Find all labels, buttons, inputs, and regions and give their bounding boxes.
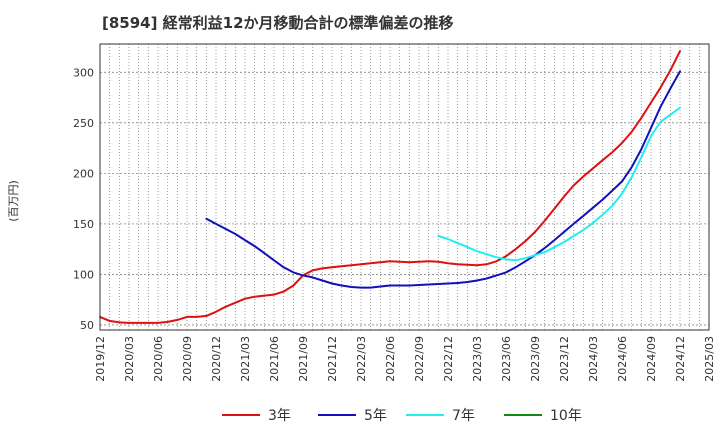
legend-item-5y: 5年 <box>318 402 387 428</box>
y-tick-label: 50 <box>80 319 94 332</box>
series-line-2 <box>437 106 681 262</box>
plot-area <box>100 44 709 330</box>
y-tick-label: 200 <box>73 167 94 180</box>
x-tick-label: 2021/12 <box>326 336 339 382</box>
x-tick-label: 2023/12 <box>558 336 571 382</box>
grid <box>99 44 710 330</box>
x-tick-label: 2024/09 <box>645 336 658 382</box>
y-tick-label: 250 <box>73 117 94 130</box>
x-tick-label: 2024/12 <box>674 336 687 382</box>
series-line-0 <box>99 50 681 324</box>
y-axis-ticks: 50 100 150 200 250 300 <box>73 66 94 332</box>
legend-label-7y: 7年 <box>452 408 475 424</box>
legend-swatch-3y <box>222 414 260 416</box>
x-tick-label: 2020/12 <box>210 336 223 382</box>
legend-swatch-7y <box>406 414 444 416</box>
x-tick-label: 2024/06 <box>616 336 629 382</box>
y-tick-label: 300 <box>73 66 94 79</box>
x-axis-ticks: 2019/12 2020/03 2020/06 2020/09 2020/12 2021/… <box>94 336 716 382</box>
x-tick-label: 2022/12 <box>442 336 455 382</box>
x-tick-label: 2023/09 <box>529 336 542 382</box>
x-tick-label: 2021/06 <box>268 336 281 382</box>
y-tick-label: 150 <box>73 218 94 231</box>
y-tick-label: 100 <box>73 268 94 281</box>
x-tick-label: 2020/03 <box>123 336 136 382</box>
x-tick-label: 2023/06 <box>500 336 513 382</box>
legend-label-5y: 5年 <box>364 408 387 424</box>
legend: 3年 5年 7年 10年 <box>0 402 720 428</box>
x-tick-label: 2021/09 <box>297 336 310 382</box>
x-tick-label: 2024/03 <box>587 336 600 382</box>
legend-swatch-10y <box>504 414 542 416</box>
legend-label-10y: 10年 <box>550 408 582 424</box>
chart-title: [8594] 経常利益12か月移動合計の標準偏差の推移 <box>102 14 454 32</box>
plot-frame <box>99 43 710 331</box>
x-tick-label: 2020/06 <box>152 336 165 382</box>
x-tick-label: 2023/03 <box>471 336 484 382</box>
x-tick-label: 2021/03 <box>239 336 252 382</box>
x-tick-label: 2022/09 <box>413 336 426 382</box>
x-tick-label: 2019/12 <box>94 336 107 382</box>
x-tick-label: 2020/09 <box>181 336 194 382</box>
y-axis-label: (百万円) <box>7 180 20 222</box>
legend-item-10y: 10年 <box>504 402 582 428</box>
legend-item-3y: 3年 <box>222 402 291 428</box>
series-lines <box>99 50 681 324</box>
x-tick-label: 2025/03 <box>703 336 716 382</box>
x-tick-label: 2022/03 <box>355 336 368 382</box>
legend-swatch-5y <box>318 414 356 416</box>
legend-item-7y: 7年 <box>406 402 475 428</box>
series-line-1 <box>205 70 681 289</box>
legend-label-3y: 3年 <box>268 408 291 424</box>
x-tick-label: 2022/06 <box>384 336 397 382</box>
